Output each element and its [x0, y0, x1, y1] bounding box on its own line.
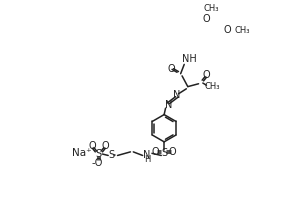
Text: O: O [203, 70, 210, 80]
Text: N: N [173, 90, 181, 100]
Text: NH: NH [182, 54, 197, 64]
Text: O: O [102, 141, 109, 151]
Text: O: O [169, 147, 177, 157]
Text: -O: -O [92, 158, 103, 168]
Text: CH₃: CH₃ [204, 4, 219, 13]
Text: S: S [161, 148, 167, 158]
Text: S: S [108, 150, 114, 160]
Text: O: O [168, 64, 175, 74]
Text: CH₃: CH₃ [204, 82, 220, 91]
Text: O: O [89, 141, 96, 151]
Text: S: S [96, 149, 102, 159]
Text: N: N [165, 100, 172, 110]
Text: Na⁺: Na⁺ [72, 148, 91, 158]
Text: O: O [224, 25, 231, 35]
Text: O: O [203, 13, 210, 24]
Text: H: H [144, 155, 150, 164]
Text: O: O [152, 147, 159, 157]
Text: N: N [143, 150, 151, 160]
Text: CH₃: CH₃ [235, 26, 250, 35]
